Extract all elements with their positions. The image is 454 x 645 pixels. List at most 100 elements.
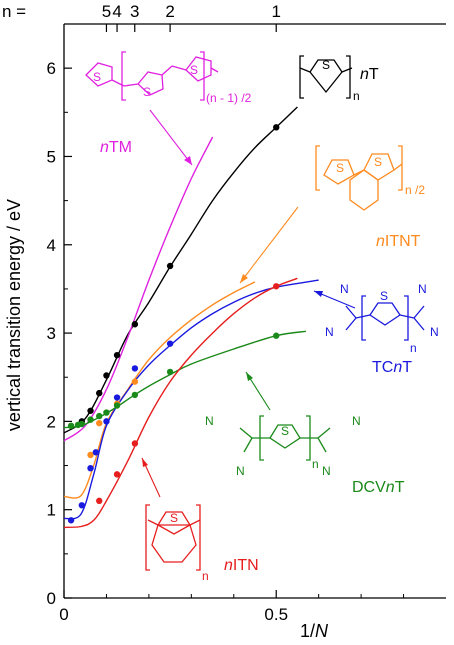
data-point-nITN: [131, 440, 139, 447]
x-axis-title-var: N: [315, 621, 329, 641]
data-point-nT: [131, 321, 139, 328]
ring-nITNT-benzo: [349, 169, 379, 211]
data-point-nITNT: [131, 378, 139, 385]
svg-text:S: S: [374, 155, 382, 169]
series-label-nTM: nTM: [100, 139, 132, 156]
series-label-nITN: nITN: [224, 557, 259, 574]
top-tick-label: 2: [165, 2, 174, 21]
series-curve-nITN: [63, 277, 298, 529]
structure-nITN: S n: [145, 504, 209, 583]
bracket-nTM-left: [121, 51, 126, 101]
svg-text:N: N: [205, 414, 214, 428]
bracket-nITNT-left: [315, 145, 320, 191]
arrowhead-nITNT: [240, 274, 248, 283]
data-point-DCVnT: [96, 412, 103, 420]
structure-nITNT: S S n /2: [315, 145, 425, 211]
data-point-TCnT: [103, 418, 110, 425]
data-point-nITNT: [87, 451, 94, 459]
series-label-TCnT: TCnT: [372, 359, 412, 376]
data-point-TCnT: [67, 517, 75, 524]
bracket-nITNT-right: [398, 145, 403, 191]
data-point-DCVnT: [103, 409, 110, 416]
y-tick-label: 4: [47, 236, 56, 255]
y-tick-label: 0: [47, 589, 56, 608]
series-curves: [63, 106, 319, 529]
annotation-arrows: [141, 109, 356, 498]
bracket-nTM-right: [200, 51, 205, 101]
bracket-DCVnT-left: [259, 415, 264, 461]
svg-text:n /2: n /2: [405, 183, 425, 197]
data-point-TCnT: [131, 365, 139, 372]
x-axis-title-prefix: 1/: [300, 621, 315, 641]
svg-text:N: N: [236, 464, 245, 478]
arrow-nTM: [149, 109, 193, 166]
bracket-nT-left: [299, 55, 304, 99]
structure-nTM: S S S (n - 1) /2: [85, 51, 252, 105]
svg-text:S: S: [322, 58, 330, 72]
data-point-nT: [96, 389, 103, 397]
series-curve-nT: [63, 106, 298, 434]
data-point-DCVnT: [78, 420, 86, 428]
ring-nITN-benzo: [151, 524, 197, 563]
bracket-nT-right: [346, 55, 351, 99]
data-point-TCnT: [78, 502, 86, 509]
data-point-nITN: [96, 497, 103, 505]
arrowhead-nTM: [184, 156, 192, 165]
series-curve-nTM: [63, 136, 214, 442]
bracket-TCnT-left: [361, 295, 366, 341]
x-axis-title: 1/N: [300, 621, 329, 641]
data-point-nT: [166, 262, 174, 270]
ring-TCnT: [369, 302, 401, 326]
structure-TCnT: S N N N N n: [325, 282, 439, 355]
top-axis-prefix: n =: [2, 2, 26, 21]
svg-text:S: S: [190, 63, 198, 77]
y-tick-label: 2: [47, 412, 56, 431]
svg-text:N: N: [352, 414, 361, 428]
svg-text:S: S: [93, 70, 101, 84]
svg-text:n: n: [353, 89, 360, 103]
data-point-DCVnT: [67, 422, 75, 429]
data-point-nT: [113, 351, 121, 359]
svg-text:N: N: [340, 282, 349, 296]
svg-text:n: n: [202, 569, 209, 583]
top-tick-label: 3: [130, 2, 139, 21]
svg-text:N: N: [418, 282, 427, 296]
y-axis-title: vertical transition energy / eV: [4, 199, 24, 431]
bracket-DCVnT-right: [306, 415, 311, 461]
svg-text:N: N: [325, 325, 334, 339]
svg-text:(n - 1) /2: (n - 1) /2: [206, 91, 252, 105]
svg-text:n: n: [312, 457, 319, 471]
ring-nITN-thiophene: [157, 511, 191, 535]
svg-text:S: S: [336, 161, 344, 175]
top-tick-label: 4: [112, 2, 121, 21]
arrow-nITNT: [239, 206, 299, 284]
y-tick-label: 3: [47, 324, 56, 343]
svg-text:S: S: [143, 85, 151, 99]
series-label-nITNT: nITNT: [376, 233, 421, 250]
top-tick-label: 1: [271, 2, 280, 21]
data-point-DCVnT: [166, 368, 174, 376]
svg-text:S: S: [380, 289, 388, 303]
bracket-nITN-right: [196, 504, 201, 571]
ring-nITNT-1: [323, 159, 355, 185]
structure-nT: S n: [299, 55, 360, 103]
data-point-TCnT: [92, 449, 100, 456]
ring-nTM-1: [85, 62, 113, 87]
arrowhead-nITN: [142, 458, 148, 467]
structure-DCVnT: S N N N N n: [205, 414, 361, 478]
top-tick-label: 5: [102, 2, 111, 21]
series-points: [67, 124, 280, 524]
data-point-nT: [103, 372, 110, 379]
data-point-DCVnT: [131, 391, 139, 399]
data-point-DCVnT: [113, 402, 121, 409]
x-tick-label: 0: [59, 605, 68, 624]
arrowhead-TCnT: [314, 291, 323, 297]
series-label-DCVnT: DCVnT: [352, 479, 405, 496]
data-point-nITNT: [96, 419, 103, 427]
data-point-nT: [87, 407, 94, 414]
ring-DCVnT: [269, 424, 301, 449]
series-curve-nITNT: [63, 281, 256, 499]
svg-text:S: S: [170, 511, 178, 525]
y-tick-label: 6: [47, 59, 56, 78]
